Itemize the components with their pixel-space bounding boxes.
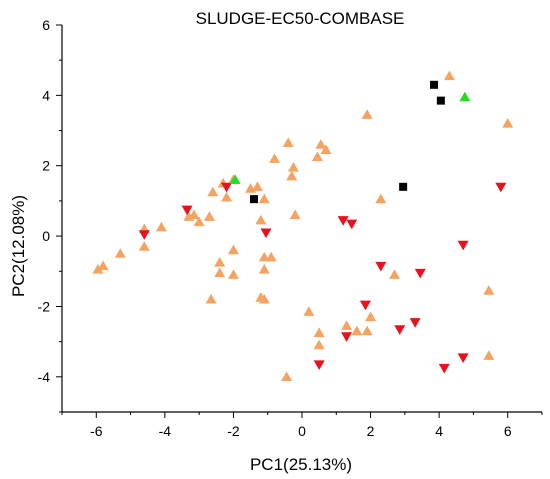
- triangle-up-point: [311, 151, 323, 162]
- triangle-down-point: [313, 360, 325, 371]
- triangle-up-point: [375, 193, 387, 204]
- triangle-up-point: [227, 269, 239, 279]
- y-tick-label: 0: [42, 228, 50, 244]
- x-tick-label: 4: [435, 423, 443, 439]
- triangle-up-point: [193, 216, 205, 227]
- square-point: [250, 195, 258, 204]
- triangle-up-point: [341, 320, 353, 330]
- chart-title: SLUDGE-EC50-COMBASE: [196, 9, 405, 28]
- triangle-up-point: [229, 174, 241, 184]
- x-tick-label: -6: [90, 423, 103, 439]
- triangle-down-point: [414, 268, 426, 279]
- y-tick-label: -4: [38, 369, 51, 385]
- triangle-up-point: [286, 170, 298, 181]
- y-tick-label: 4: [42, 87, 50, 103]
- y-tick-label: 6: [42, 17, 50, 33]
- triangle-up-point: [483, 350, 495, 360]
- triangle-up-point: [303, 306, 315, 316]
- x-tick-label: -2: [227, 423, 240, 439]
- x-tick-label: 2: [367, 423, 375, 439]
- triangle-up-point: [361, 109, 373, 119]
- triangle-up-point: [188, 209, 200, 220]
- triangle-up-point: [92, 264, 104, 274]
- axes: -6 -4 -2 0 2 4 6 -4 -2 0 2 4 6: [38, 17, 543, 439]
- triangle-up-point: [313, 327, 325, 337]
- square-point: [436, 96, 445, 105]
- triangle-up-point: [214, 267, 226, 278]
- data-points: [92, 70, 514, 381]
- triangle-up-point: [313, 339, 325, 350]
- triangle-up-point: [214, 256, 226, 267]
- triangle-up-point: [351, 325, 363, 336]
- triangle-up-point: [255, 214, 267, 225]
- triangle-down-point: [375, 261, 387, 272]
- triangle-down-point: [457, 240, 469, 251]
- triangle-down-point: [337, 216, 349, 226]
- triangle-down-point: [495, 182, 507, 193]
- square-point: [399, 182, 408, 191]
- triangle-up-point: [315, 139, 327, 149]
- triangle-up-point: [365, 311, 377, 322]
- x-tick-label: -4: [159, 423, 172, 439]
- triangle-down-point: [438, 363, 450, 374]
- triangle-up-point: [361, 325, 373, 336]
- square-point: [430, 80, 438, 89]
- triangle-down-point: [341, 332, 353, 342]
- triangle-down-point: [409, 318, 421, 328]
- x-tick-label: 0: [298, 423, 306, 439]
- triangle-up-point: [203, 211, 215, 221]
- triangle-up-point: [281, 371, 293, 381]
- triangle-up-point: [389, 269, 401, 279]
- triangle-down-point: [346, 219, 358, 230]
- x-axis-label: PC1(25.13%): [250, 455, 352, 474]
- triangle-up-point: [258, 193, 270, 204]
- triangle-down-point: [221, 182, 233, 193]
- triangle-up-point: [138, 241, 150, 251]
- triangle-down-point: [394, 325, 406, 335]
- triangle-up-point: [258, 264, 270, 274]
- triangle-down-point: [457, 353, 469, 363]
- triangle-up-point: [251, 181, 263, 191]
- triangle-up-point: [459, 91, 471, 102]
- triangle-up-point: [282, 137, 294, 147]
- triangle-up-point: [287, 161, 299, 172]
- x-tick-label: 6: [504, 423, 512, 439]
- triangle-down-point: [181, 205, 193, 216]
- triangle-up-point: [114, 248, 126, 258]
- y-tick-label: -2: [38, 298, 51, 314]
- triangle-up-point: [155, 221, 167, 232]
- y-axis-label: PC2(12.08%): [9, 195, 28, 297]
- triangle-up-point: [443, 70, 455, 81]
- triangle-up-point: [258, 293, 270, 304]
- triangle-up-point: [483, 285, 495, 295]
- triangle-up-point: [205, 293, 217, 304]
- triangle-up-point: [207, 186, 219, 197]
- triangle-up-point: [502, 118, 514, 128]
- triangle-down-point: [359, 300, 371, 311]
- triangle-up-point: [289, 209, 301, 220]
- triangle-up-point: [97, 260, 109, 271]
- triangle-up-point: [221, 191, 233, 202]
- triangle-down-point: [138, 230, 150, 240]
- y-tick-label: 2: [42, 158, 50, 174]
- triangle-up-point: [320, 144, 332, 155]
- triangle-up-point: [269, 153, 281, 163]
- triangle-up-point: [227, 244, 239, 255]
- triangle-down-point: [260, 228, 272, 239]
- triangle-up-point: [265, 251, 277, 262]
